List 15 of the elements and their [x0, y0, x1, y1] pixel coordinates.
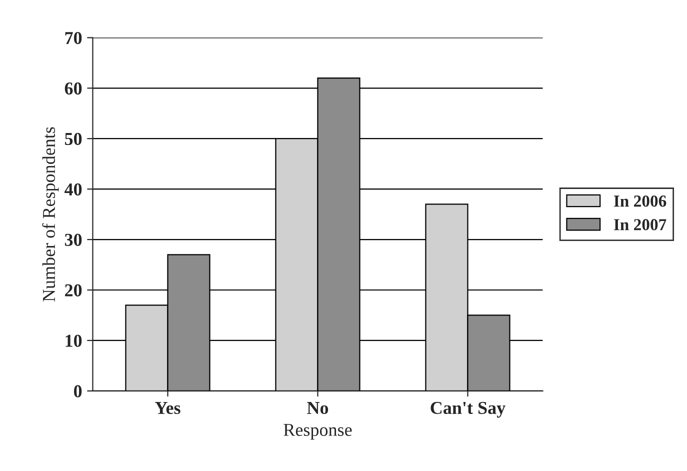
y-tick-label: 30	[64, 234, 82, 246]
y-axis-title: Number of Respondents	[42, 127, 59, 302]
legend-label: In 2007	[614, 219, 666, 230]
x-axis-title: Response	[284, 424, 352, 440]
x-tick-label: Yes	[155, 402, 180, 414]
y-tick-label: 0	[74, 385, 82, 398]
y-tick-label: 70	[65, 32, 82, 44]
x-tick-label: Can't Say	[430, 402, 506, 418]
legend-label: In 2006	[614, 196, 666, 207]
y-tick-label: 20	[65, 284, 82, 296]
y-tick-label: 50	[64, 132, 82, 146]
y-tick-label: 60	[64, 82, 82, 95]
y-tick-label: 10	[66, 334, 82, 347]
y-tick-label: 40	[64, 183, 82, 196]
x-tick-label: No	[307, 402, 328, 414]
